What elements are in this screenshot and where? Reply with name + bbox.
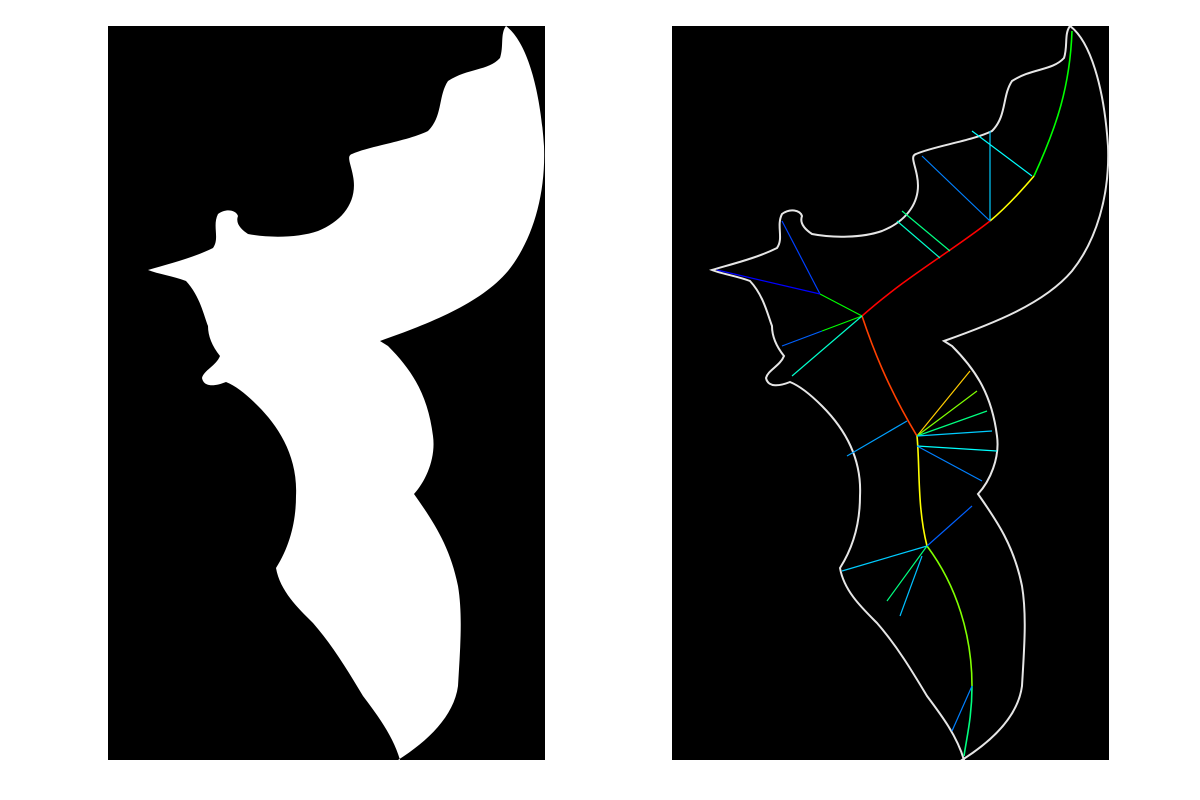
binary-mask-panel xyxy=(108,26,545,760)
skeleton-image xyxy=(672,26,1109,760)
binary-mask-image xyxy=(108,26,545,760)
skeleton-background xyxy=(672,26,1109,760)
skeleton-panel xyxy=(672,26,1109,760)
